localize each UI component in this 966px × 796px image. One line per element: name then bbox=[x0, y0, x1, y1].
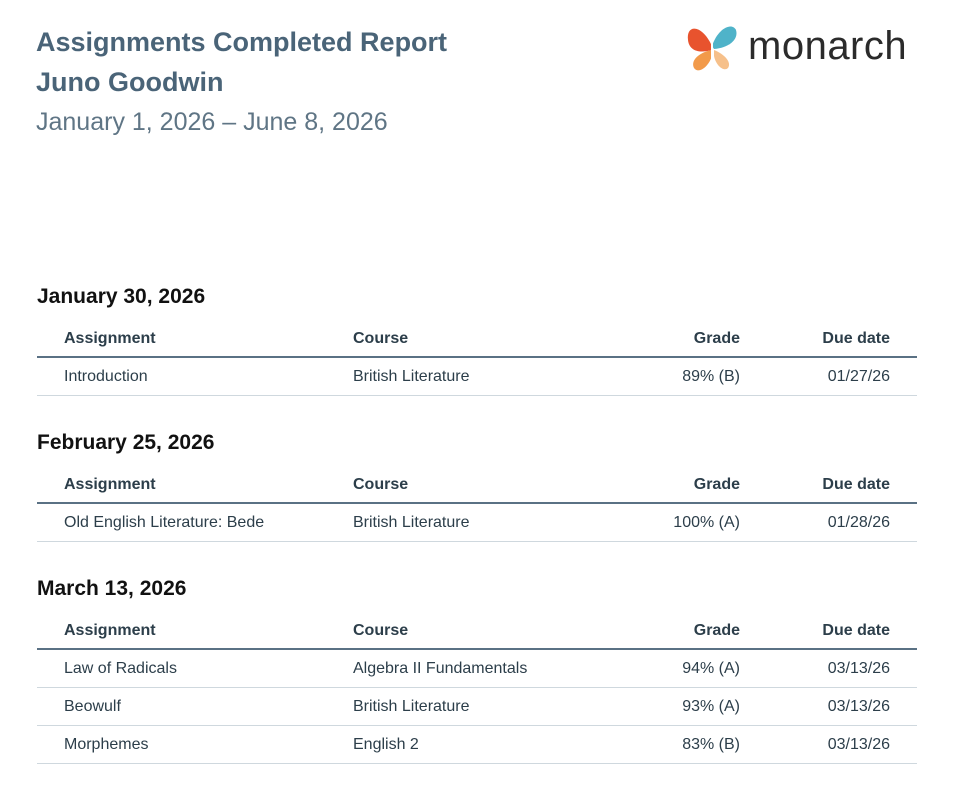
due-date-cell: 01/27/26 bbox=[827, 367, 890, 385]
due-date-cell: 01/28/26 bbox=[827, 513, 890, 531]
grade-cell: 94% (A) bbox=[682, 659, 740, 677]
due-date-cell: 03/13/26 bbox=[827, 735, 890, 753]
course-cell: Algebra II Fundamentals bbox=[353, 659, 528, 677]
report-sections: January 30, 2026 Assignment Course Grade Due… bbox=[37, 282, 917, 796]
grade-cell: 83% (B) bbox=[682, 735, 740, 753]
grade-cell: 89% (B) bbox=[682, 367, 740, 385]
assignment-cell: Beowulf bbox=[64, 697, 121, 715]
report-title: Assignments Completed Report bbox=[36, 27, 448, 57]
table-header: Assignment Course Grade Due date bbox=[37, 614, 917, 650]
table-row: Introduction British Literature 89% (B) 01/… bbox=[37, 358, 917, 396]
course-column-header: Course bbox=[353, 330, 409, 347]
butterfly-logo-icon bbox=[684, 18, 740, 74]
due-date-column-header: Due date bbox=[822, 330, 890, 347]
section-date-heading: March 13, 2026 bbox=[37, 577, 187, 600]
course-cell: British Literature bbox=[353, 697, 470, 715]
assignment-cell: Introduction bbox=[64, 367, 148, 385]
course-cell: English 2 bbox=[353, 735, 419, 753]
due-date-cell: 03/13/26 bbox=[827, 659, 890, 677]
date-section: March 13, 2026 Assignment Course Grade Due d… bbox=[37, 574, 917, 764]
logo-wordmark: monarch bbox=[748, 24, 908, 68]
assignment-cell: Old English Literature: Bede bbox=[64, 513, 265, 531]
grade-column-header: Grade bbox=[693, 622, 740, 639]
report-header: Assignments Completed Report Juno Goodwi… bbox=[36, 22, 447, 142]
course-column-header: Course bbox=[353, 622, 409, 639]
table-row: Beowulf British Literature 93% (A) 03/13/26 bbox=[37, 688, 917, 726]
course-cell: British Literature bbox=[353, 367, 470, 385]
due-date-column-header: Due date bbox=[822, 622, 890, 639]
course-cell: British Literature bbox=[353, 513, 470, 531]
student-name: Juno Goodwin bbox=[36, 67, 224, 97]
grade-column-header: Grade bbox=[693, 476, 740, 493]
date-section: January 30, 2026 Assignment Course Grade Due… bbox=[37, 282, 917, 396]
table-header: Assignment Course Grade Due date bbox=[37, 322, 917, 358]
date-range: January 1, 2026 – June 8, 2026 bbox=[36, 108, 388, 136]
assignment-column-header: Assignment bbox=[64, 330, 156, 347]
due-date-column-header: Due date bbox=[822, 476, 890, 493]
table-row: Morphemes English 2 83% (B) 03/13/26 bbox=[37, 726, 917, 764]
section-date-heading: January 30, 2026 bbox=[37, 285, 206, 308]
grade-cell: 100% (A) bbox=[673, 513, 740, 531]
date-section: February 25, 2026 Assignment Course Grade Du… bbox=[37, 428, 917, 542]
monarch-logo: monarch bbox=[684, 18, 907, 74]
grade-column-header: Grade bbox=[693, 330, 740, 347]
assignment-cell: Morphemes bbox=[64, 735, 149, 753]
due-date-cell: 03/13/26 bbox=[827, 697, 890, 715]
table-row: Law of Radicals Algebra II Fundamentals 94… bbox=[37, 650, 917, 688]
grade-cell: 93% (A) bbox=[682, 697, 740, 715]
assignment-column-header: Assignment bbox=[64, 476, 156, 493]
table-row: Old English Literature: Bede British Lite… bbox=[37, 504, 917, 542]
section-date-heading: February 25, 2026 bbox=[37, 431, 215, 454]
course-column-header: Course bbox=[353, 476, 409, 493]
assignment-cell: Law of Radicals bbox=[64, 659, 177, 677]
assignment-column-header: Assignment bbox=[64, 622, 156, 639]
table-header: Assignment Course Grade Due date bbox=[37, 468, 917, 504]
